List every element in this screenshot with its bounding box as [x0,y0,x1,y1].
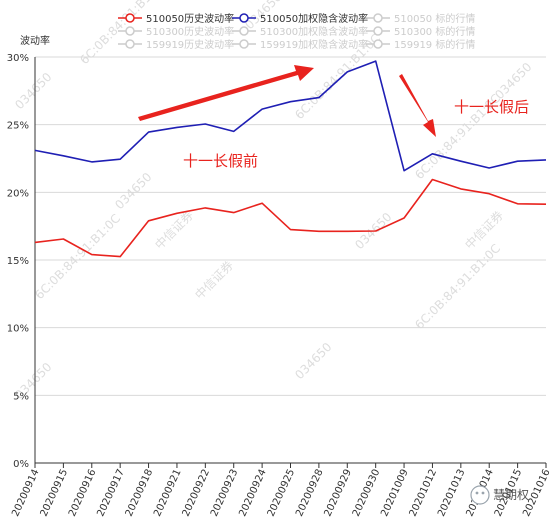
legend-label: 159919加权隐含波动率 [260,38,368,51]
x-tick-label: 20200915 [39,468,70,518]
watermark-text: 6C:0B:84:91:B1:0C [32,211,123,302]
legend-swatch-marker [239,39,249,49]
y-tick-label: 10% [7,324,29,335]
legend-swatch-marker [125,39,135,49]
watermark-layer: 0346506C:0B:84:91:B1:0C中信证券0346506C:0B:8… [12,0,534,402]
x-tick-label: 20201012 [408,468,439,518]
x-tick-label: 20200914 [10,468,41,518]
legend-item-510300[interactable]: 510300 标的行情 [366,25,475,38]
legend-item-510050[interactable]: 510050 标的行情 [366,12,475,25]
y-tick-label: 15% [7,256,29,267]
x-tick-label: 20200928 [294,468,325,518]
annotation-arrows [138,65,436,137]
corner-logo-text: 慧期权 [493,487,529,502]
y-tick-label: 5% [13,391,29,402]
falling-trend-arrow [399,74,436,137]
x-tick-label: 20201009 [379,468,410,518]
watermark-text: 中信证券 [192,258,237,303]
series-line-510050 [34,60,547,172]
legend-label: 510050加权隐含波动率 [260,12,368,25]
legend-item-159919[interactable]: 159919历史波动率 [118,38,234,51]
x-tick-label: 20200917 [95,468,126,518]
watermark-text: 中信证券 [462,208,507,253]
x-tick-label: 20200924 [237,468,268,518]
legend-item-510050[interactable]: 510050历史波动率 [118,12,234,25]
legend-swatch-marker [239,13,249,23]
legend-label: 159919 标的行情 [394,38,475,51]
y-tick-label: 25% [7,121,29,132]
legend-swatch-marker [239,26,249,36]
rising-trend-arrow [138,65,314,121]
watermark-text: 034650 [112,170,154,212]
x-tick-label: 20200929 [323,468,354,518]
y-axis-label: 波动率 [20,34,50,47]
legend-label: 510300 标的行情 [394,25,475,38]
x-tick-label: 20200925 [266,468,297,518]
legend-swatch-marker [125,13,135,23]
legend-label: 510050历史波动率 [146,12,234,25]
y-tick-label: 30% [7,53,29,64]
legend-swatch-marker [373,26,383,36]
x-tick-label: 20200916 [67,468,98,518]
x-tick-label: 20200922 [181,468,212,518]
annotation-before-holiday: 十一长假前 [183,152,258,170]
legend-label: 159919历史波动率 [146,38,234,51]
x-tick-label: 20200930 [351,468,382,518]
y-tick-label: 0% [13,459,29,470]
legend-item-510300[interactable]: 510300历史波动率 [118,25,234,38]
series-line-510050 [34,178,547,258]
legend-item-510300[interactable]: 510300加权隐含波动率 [232,25,368,38]
watermark-text: 6C:0B:84:91:B1:0C [412,241,503,332]
watermark-text: 034650 [492,60,534,102]
annotation-after-holiday: 十一长假后 [454,98,529,116]
legend-swatch-marker [373,13,383,23]
legend-swatch-marker [125,26,135,36]
watermark-text: 034650 [12,70,54,112]
legend-label: 510050 标的行情 [394,12,475,25]
x-tick-label: 20200918 [124,468,155,518]
logo-eye-icon [481,491,485,495]
x-tick-label: 20200921 [152,468,183,518]
x-tick-label: 20200923 [209,468,240,518]
legend-item-159919[interactable]: 159919加权隐含波动率 [232,38,368,51]
wechat-logo-icon [470,485,490,505]
y-tick-label: 20% [7,188,29,199]
watermark-text: 034650 [292,340,334,382]
logo-eye-icon [475,491,479,495]
legend-label: 510300历史波动率 [146,25,234,38]
legend-item-159919[interactable]: 159919 标的行情 [366,38,475,51]
legend-swatch-marker [373,39,383,49]
series-layer [34,60,547,258]
corner-logo: 慧期权 [470,485,529,505]
x-tick-label: 20201013 [436,468,467,518]
legend-label: 510300加权隐含波动率 [260,25,368,38]
legend-item-510050[interactable]: 510050加权隐含波动率 [232,12,368,25]
legend: 510050历史波动率 510050加权隐含波动率 510050 标的行情51030… [118,12,475,51]
